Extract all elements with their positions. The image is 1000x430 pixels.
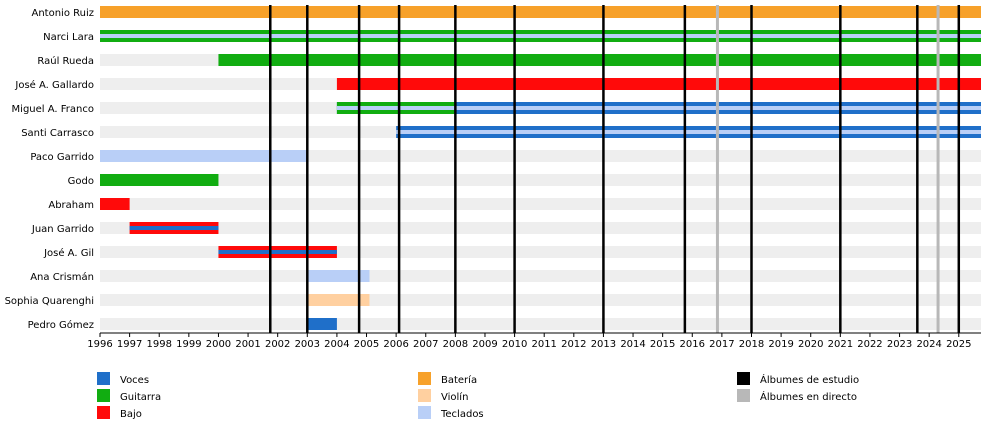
member-bar (218, 54, 981, 66)
legend-swatch (737, 389, 750, 402)
legend-label: Voces (120, 375, 149, 386)
row-band (100, 294, 981, 306)
x-tick-label: 1999 (176, 339, 201, 350)
x-tick-label: 2021 (828, 339, 853, 350)
x-tick-label: 2023 (887, 339, 912, 350)
member-name-label: Santi Carrasco (21, 128, 94, 139)
member-bar-accent (336, 106, 456, 110)
member-bar (307, 294, 370, 306)
x-tick-label: 2022 (857, 339, 882, 350)
x-tick-label: 1997 (117, 339, 142, 350)
x-tick-label: 2013 (591, 339, 616, 350)
x-tick-label: 2000 (206, 339, 231, 350)
legend-swatch (97, 406, 110, 419)
legend-swatch (418, 389, 431, 402)
x-tick-label: 2024 (916, 339, 941, 350)
member-name-label: Paco Garrido (30, 152, 94, 163)
row-band (100, 174, 981, 186)
member-name-label: Raúl Rueda (37, 55, 94, 67)
member-name-label: Pedro Gómez (28, 319, 94, 331)
member-bar (307, 270, 370, 282)
member-name-label: José A. Gil (43, 247, 94, 259)
legend-label: Álbumes en directo (760, 390, 857, 403)
member-bar (100, 198, 130, 210)
member-bar (307, 318, 337, 330)
x-tick-label: 2001 (235, 339, 260, 350)
row-band (100, 270, 981, 282)
member-name-label: Juan Garrido (31, 224, 94, 235)
legend-swatch (97, 372, 110, 385)
row-band (100, 222, 981, 234)
member-name-label: Antonio Ruiz (32, 8, 95, 19)
x-tick-label: 2016 (680, 339, 705, 350)
x-tick-label: 1996 (87, 339, 112, 350)
member-bar (336, 78, 981, 90)
x-tick-label: 2003 (295, 339, 320, 350)
member-bar (100, 150, 308, 162)
legend-swatch (418, 406, 431, 419)
member-bar (100, 6, 981, 18)
x-tick-label: 2008 (443, 339, 468, 350)
x-tick-label: 2004 (324, 339, 349, 350)
legend-label: Bajo (120, 409, 142, 420)
member-name-label: Sophia Quarenghi (5, 296, 94, 307)
member-bar-accent (396, 130, 981, 134)
legend-label: Batería (441, 374, 477, 386)
x-tick-label: 2019 (768, 339, 793, 350)
x-tick-label: 2017 (709, 339, 734, 350)
x-tick-label: 2010 (502, 339, 527, 350)
member-name-label: Abraham (48, 200, 94, 211)
x-tick-label: 2012 (561, 339, 586, 350)
x-tick-label: 2015 (650, 339, 675, 350)
row-band (100, 150, 981, 162)
member-name-label: José A. Gallardo (14, 79, 94, 91)
member-bar-accent (336, 106, 981, 110)
member-name-label: Narci Lara (43, 32, 94, 43)
member-name-label: Godo (68, 176, 94, 187)
legend-swatch (418, 372, 431, 385)
x-tick-label: 2018 (739, 339, 764, 350)
x-tick-label: 2011 (531, 339, 556, 350)
row-band (100, 198, 981, 210)
member-bar-accent (129, 226, 219, 230)
x-tick-label: 2025 (946, 339, 971, 350)
legend-swatch (737, 372, 750, 385)
x-tick-label: 2020 (798, 339, 823, 350)
x-tick-label: 2007 (413, 339, 438, 350)
member-bar-accent (100, 34, 981, 38)
x-tick-label: 2014 (620, 339, 645, 350)
legend-swatch (97, 389, 110, 402)
x-tick-label: 2005 (354, 339, 379, 350)
x-tick-label: 2006 (383, 339, 408, 350)
row-band (100, 318, 981, 330)
x-tick-label: 1998 (147, 339, 172, 350)
legend-label: Violín (441, 391, 468, 403)
legend-label: Teclados (440, 409, 484, 420)
x-tick-label: 2009 (472, 339, 497, 350)
legend-label: Guitarra (120, 392, 161, 403)
member-name-label: Ana Crismán (30, 271, 94, 283)
legend-label: Álbumes de estudio (760, 373, 859, 386)
member-bar-accent (218, 250, 337, 254)
member-name-label: Miguel A. Franco (12, 104, 94, 115)
member-bar (100, 174, 219, 186)
x-tick-label: 2002 (265, 339, 290, 350)
